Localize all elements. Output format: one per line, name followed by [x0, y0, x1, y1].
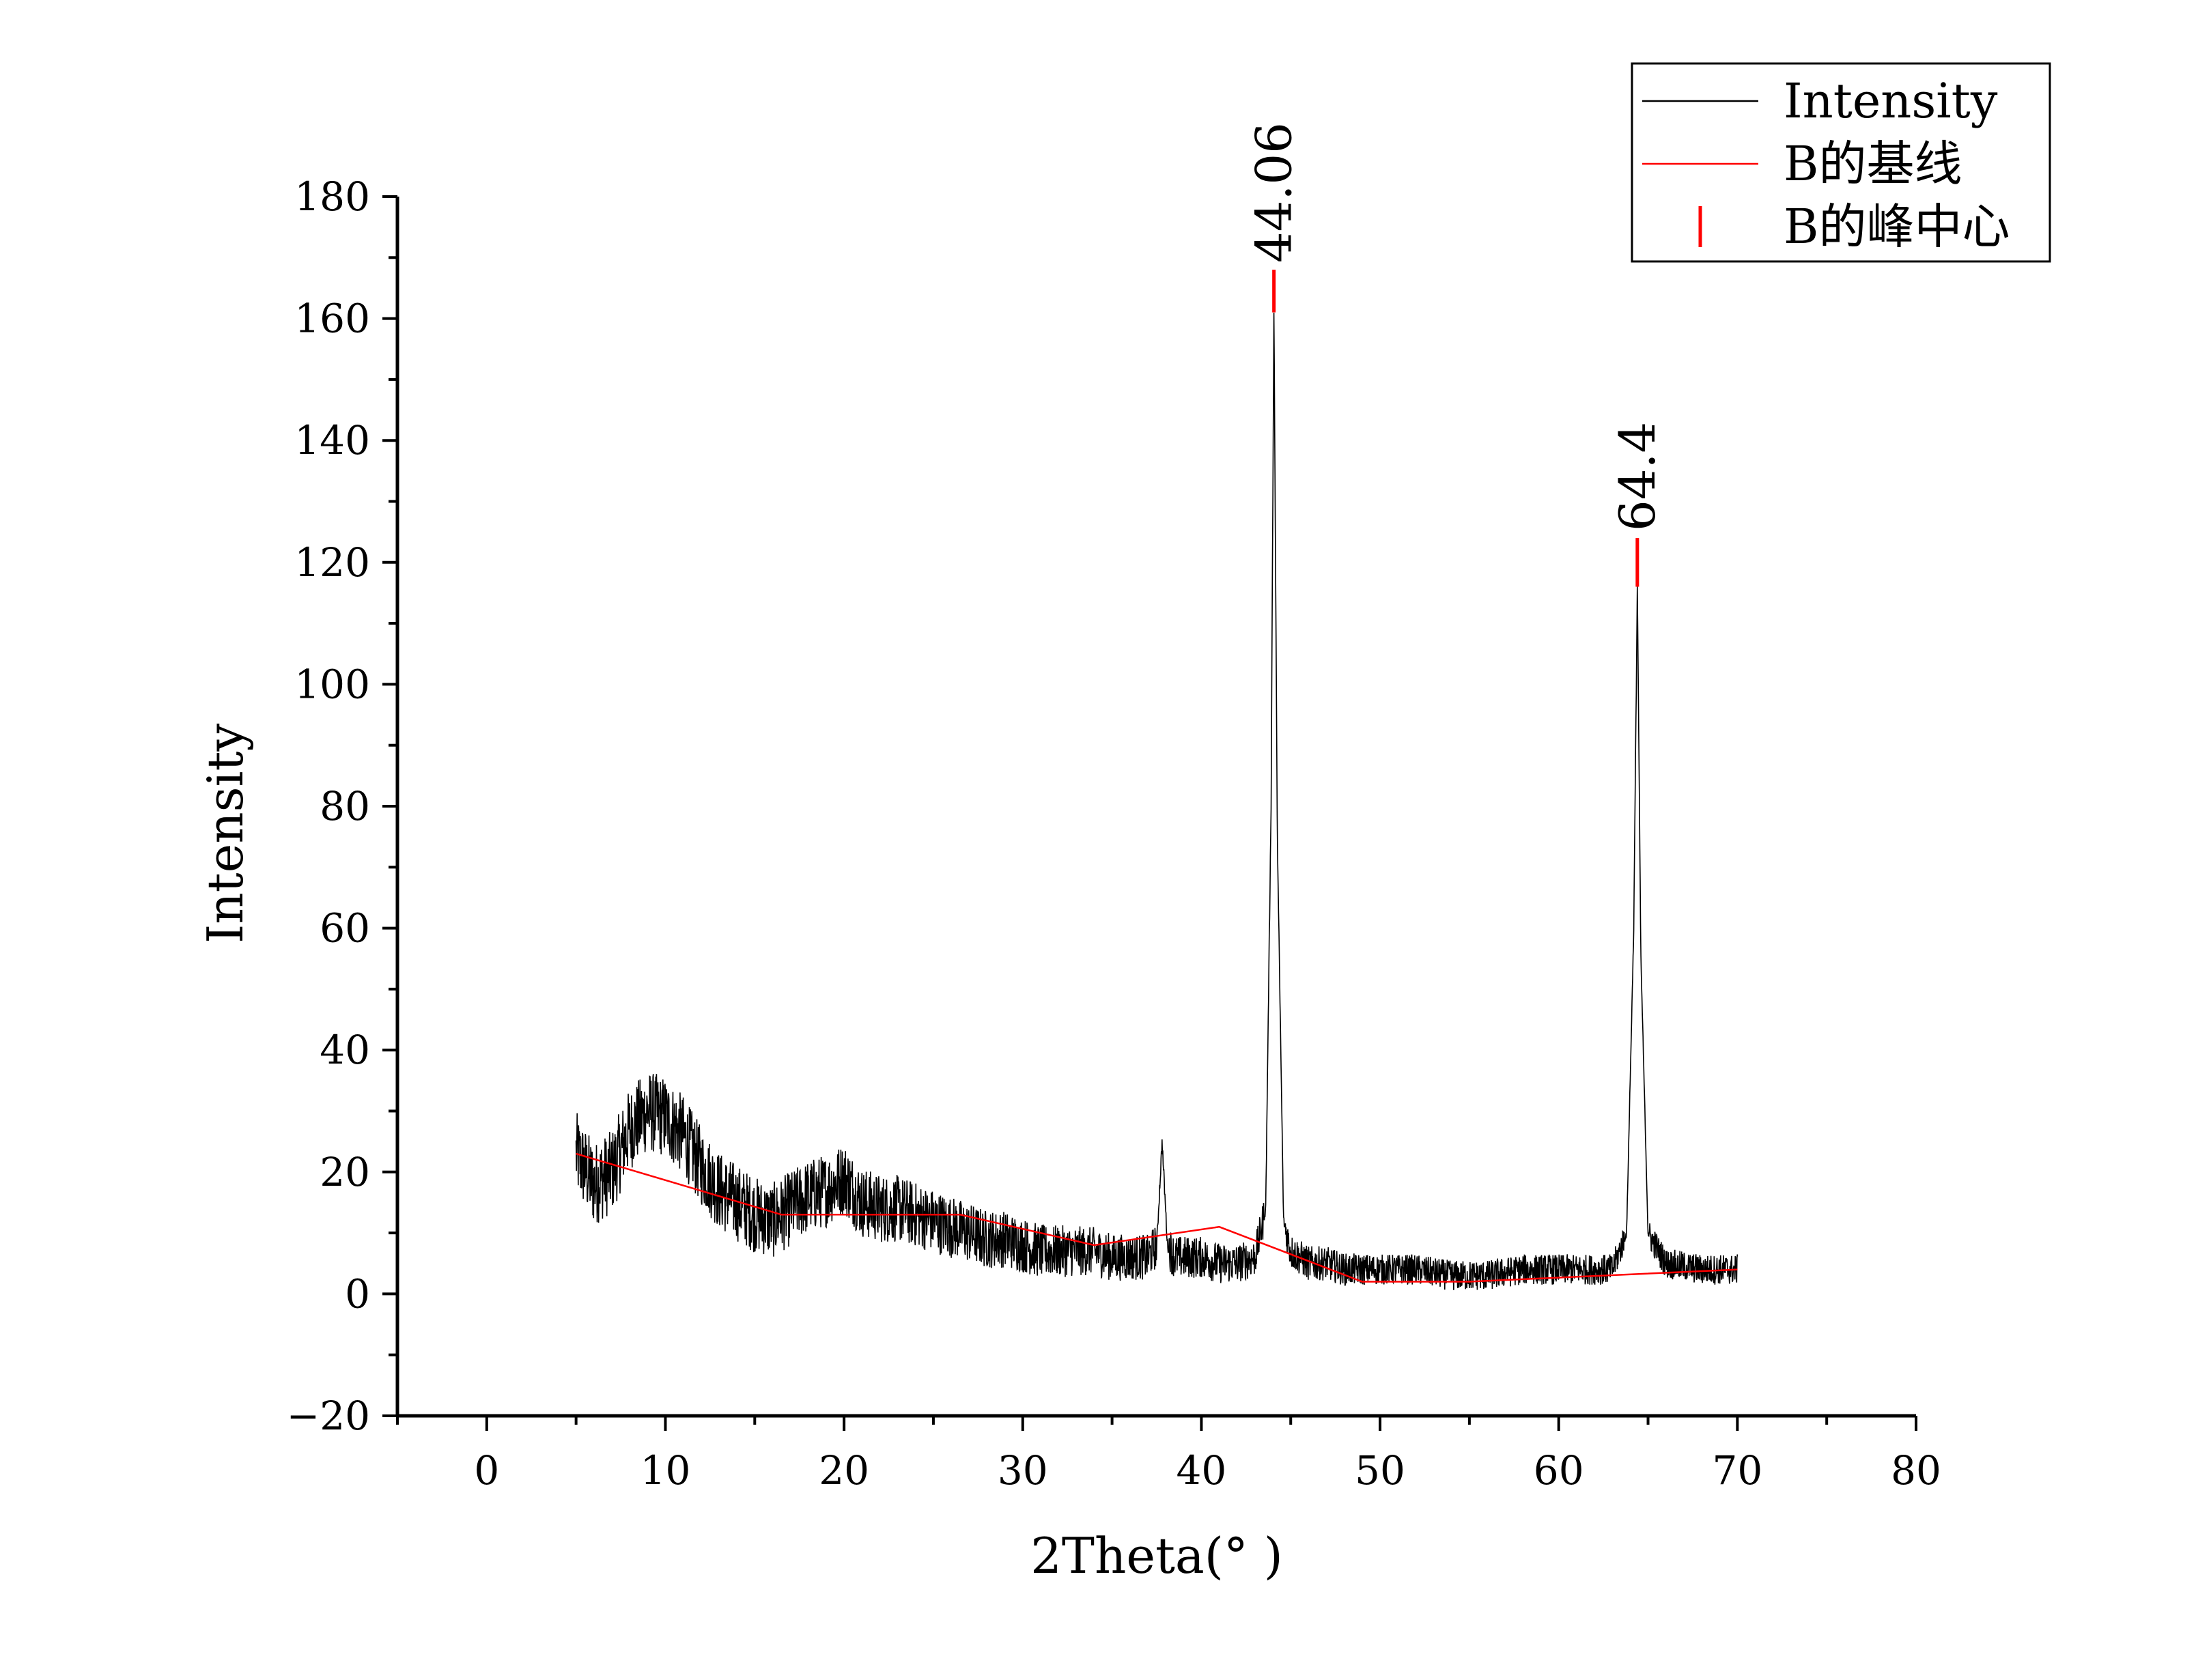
x-tick-label: 20 — [819, 1447, 869, 1494]
legend-label-baseline: B的基线 — [1784, 136, 1962, 192]
legend-label-peak-center: B的峰中心 — [1784, 199, 2010, 255]
peak-label: 44.06 — [1245, 122, 1303, 263]
x-tick-label: 60 — [1534, 1447, 1584, 1494]
axes: 0 10 20 30 40 50 60 70 80 −20 0 20 40 60 80 100 120 140 1… — [287, 173, 1941, 1494]
y-axis-title: Intensity — [197, 724, 254, 944]
peak-label: 64.4 — [1609, 422, 1666, 531]
y-tick-label: 100 — [294, 661, 370, 707]
intensity-line — [575, 312, 1738, 1290]
plot-area — [575, 312, 1738, 1290]
y-tick-label: 140 — [294, 417, 370, 464]
y-axis-ticks: −20 0 20 40 60 80 100 120 140 160 180 — [287, 173, 397, 1439]
y-tick-label: 180 — [294, 173, 370, 220]
y-tick-label: 60 — [320, 905, 370, 952]
x-tick-label: 50 — [1355, 1447, 1405, 1494]
x-tick-label: 0 — [474, 1447, 499, 1494]
y-tick-label: 40 — [320, 1027, 370, 1073]
x-tick-label: 10 — [640, 1447, 691, 1494]
legend: Intensity B的基线 B的峰中心 — [1631, 62, 2051, 263]
peak-labels: 44.06 64.4 — [1245, 122, 1666, 587]
legend-label-intensity: Intensity — [1784, 73, 1998, 129]
y-tick-label: 20 — [320, 1149, 370, 1195]
y-tick-label: 120 — [294, 539, 370, 586]
x-axis-ticks: 0 10 20 30 40 50 60 70 80 — [396, 1416, 1941, 1494]
baseline-line — [576, 1152, 1738, 1283]
y-tick-label: 80 — [320, 783, 370, 829]
x-axis-title: 2Theta(° ) — [1030, 1527, 1283, 1584]
y-tick-label: −20 — [287, 1393, 370, 1439]
x-tick-label: 40 — [1177, 1447, 1227, 1494]
x-tick-label: 30 — [998, 1447, 1048, 1494]
x-tick-label: 80 — [1891, 1447, 1941, 1494]
y-tick-label: 0 — [345, 1270, 370, 1317]
y-tick-label: 160 — [294, 296, 370, 342]
x-tick-label: 70 — [1712, 1447, 1762, 1494]
